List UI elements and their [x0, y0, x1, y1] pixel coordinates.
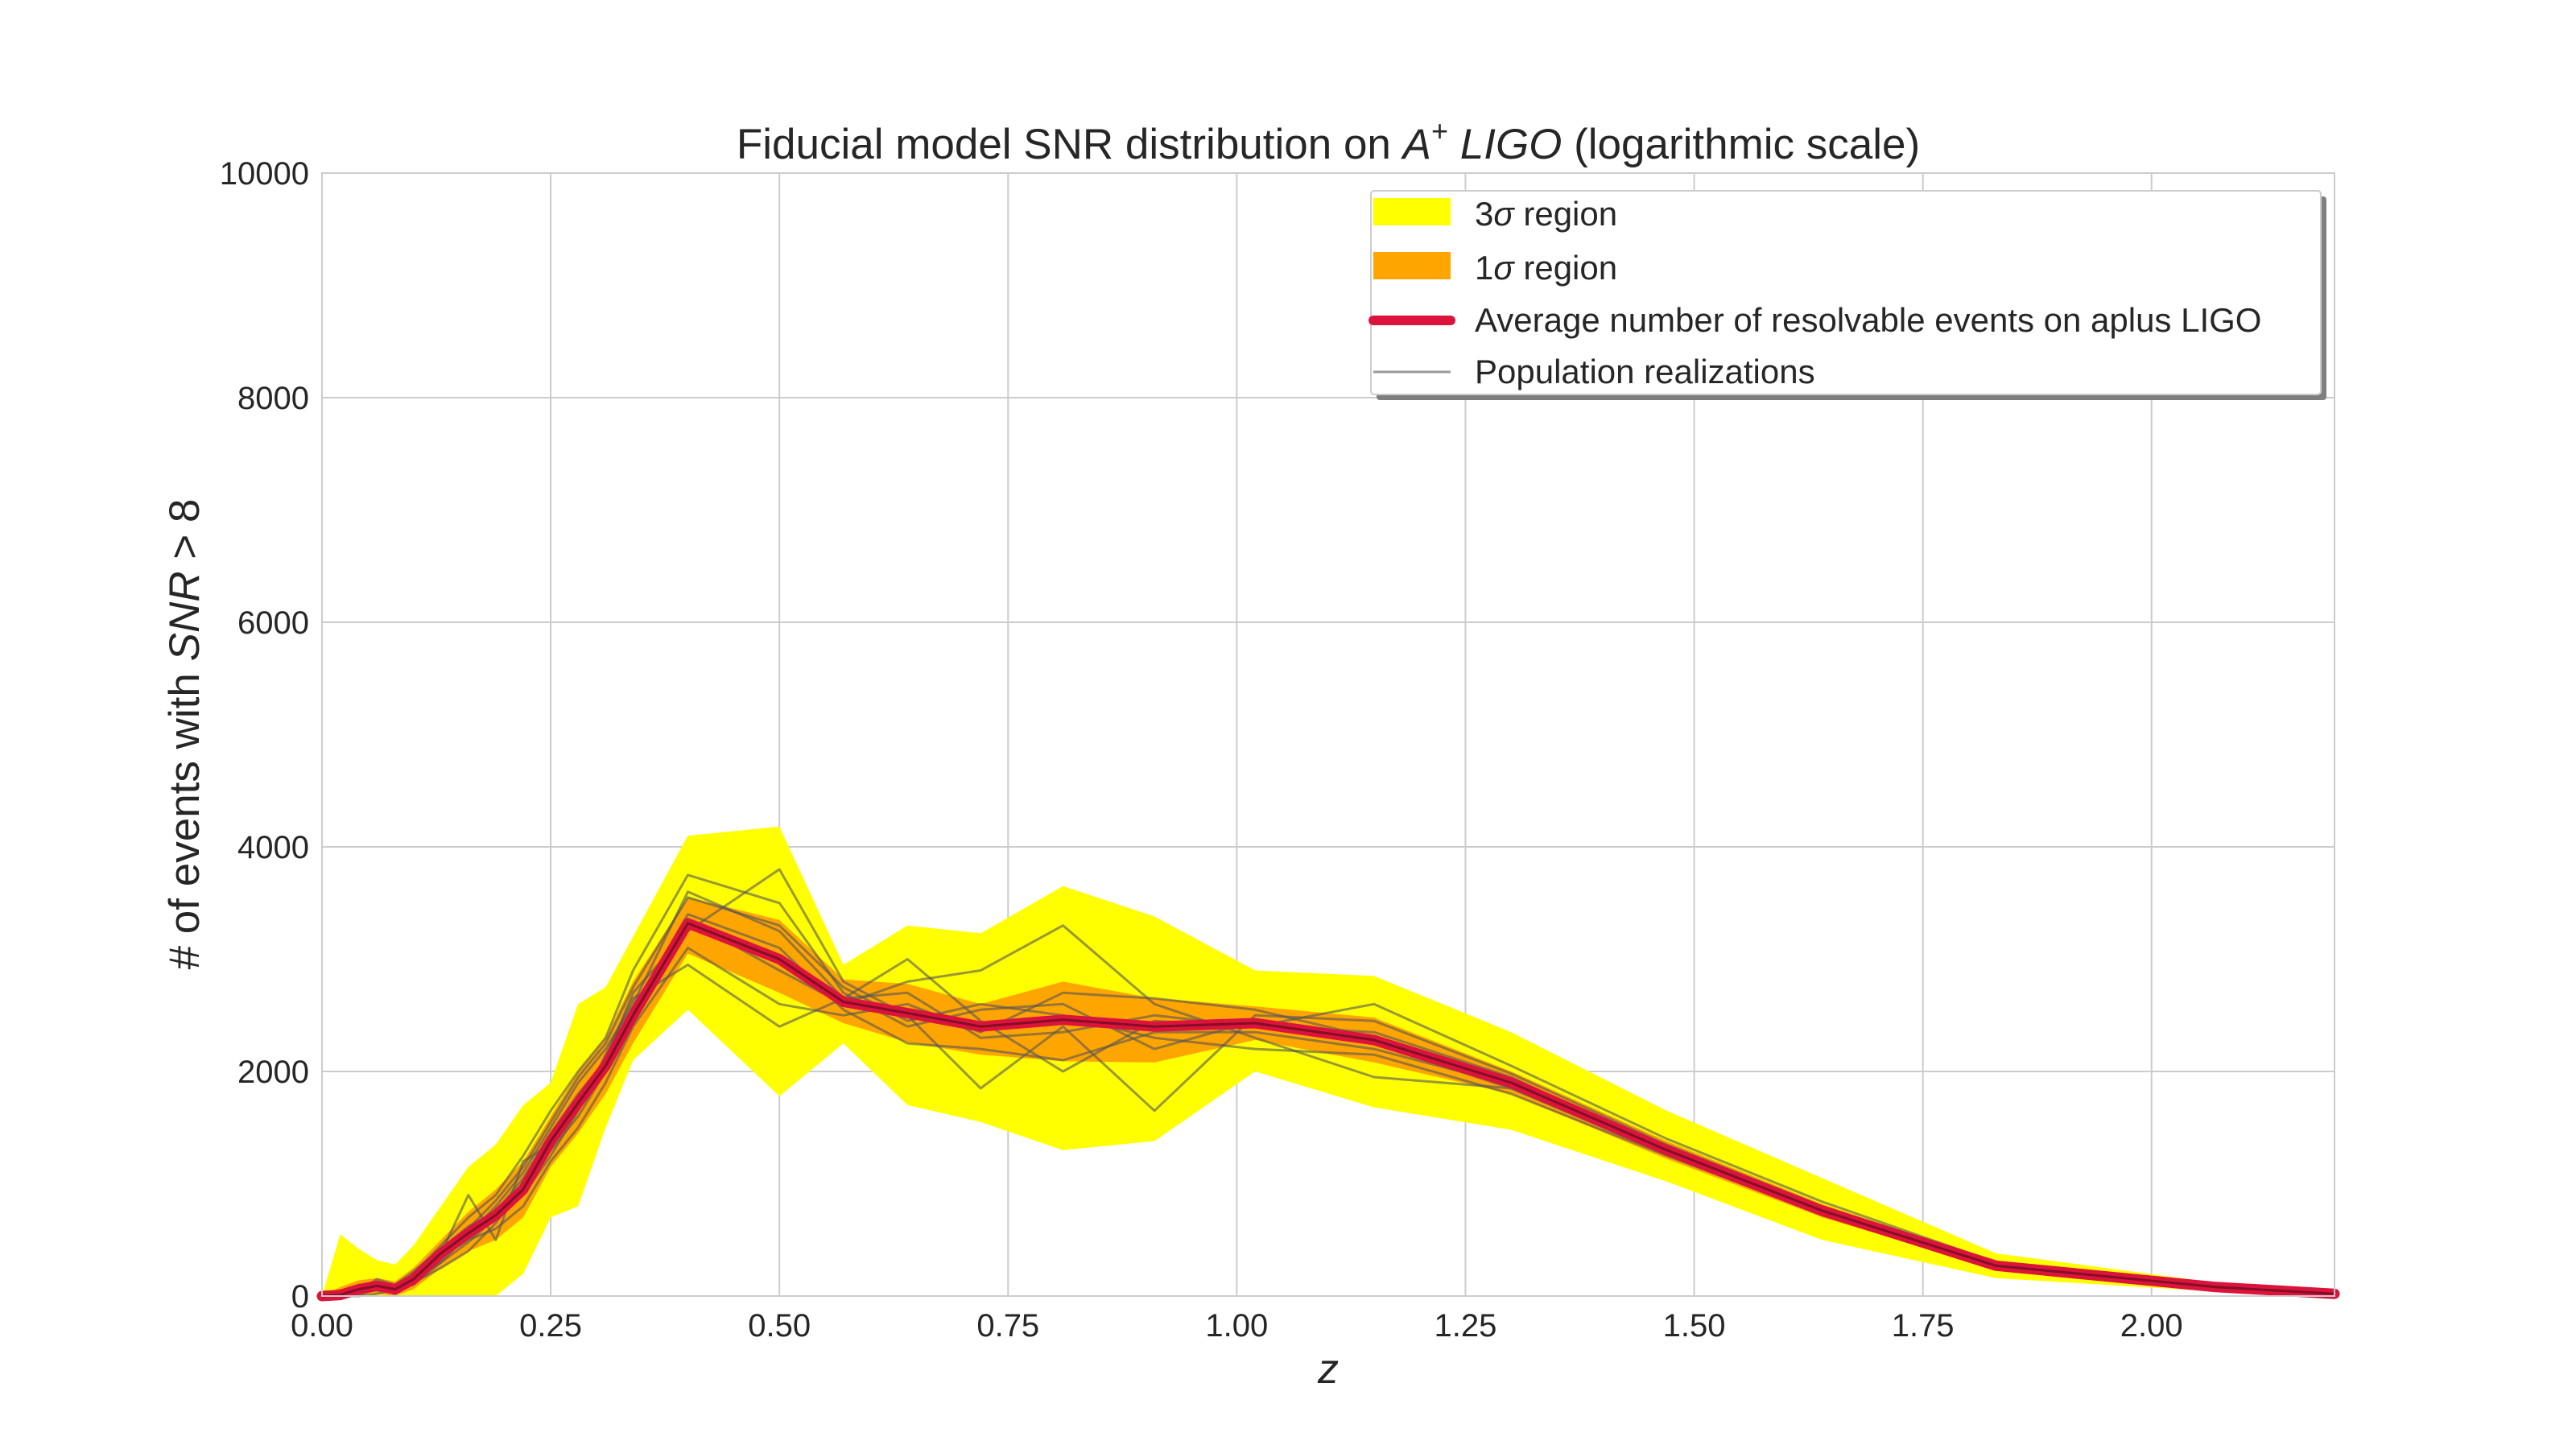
legend-sigma3-num: 3	[1475, 195, 1493, 233]
legend-swatch-sigma3	[1373, 198, 1451, 225]
y-axis-label: # of events with SNR > 8	[161, 499, 208, 970]
y-axis-label-suffix: > 8	[161, 499, 208, 572]
y-tick-label: 4000	[237, 830, 309, 865]
chart-title-prefix: Fiducial model SNR distribution on	[737, 121, 1403, 168]
y-axis-label-math: SNR	[161, 572, 208, 662]
x-tick-label: 1.75	[1892, 1308, 1955, 1344]
y-tick-label: 0	[291, 1279, 309, 1315]
y-axis-label-prefix: # of events with	[161, 661, 208, 969]
legend-sigma1-sym: σ	[1493, 249, 1515, 287]
mean-curve-core	[321, 922, 2335, 1298]
legend-swatch-sigma1	[1373, 252, 1451, 279]
y-tick-label: 6000	[237, 605, 309, 641]
x-tick-label: 0.00	[291, 1308, 353, 1344]
legend-sigma1-text: region	[1514, 249, 1617, 287]
x-axis-label: z	[1317, 1346, 1339, 1393]
x-tick-label: 1.50	[1663, 1308, 1726, 1344]
x-tick-label: 0.25	[519, 1308, 582, 1344]
x-tick-labels: 0.00 0.25 0.50 0.75 1.00 1.25 1.50 1.75 2.00	[291, 1308, 2183, 1344]
y-tick-label: 10000	[220, 156, 309, 192]
legend: 3σ region 1σ region Average number of re…	[1368, 190, 2326, 400]
legend-sigma1-num: 1	[1475, 249, 1493, 287]
legend-box	[1370, 190, 2322, 395]
chart-title: Fiducial model SNR distribution on A+ LI…	[737, 114, 1920, 168]
x-tick-label: 0.75	[976, 1308, 1039, 1344]
y-tick-labels: 0 2000 4000 6000 8000 10000	[220, 156, 309, 1315]
mean-curve-group	[316, 918, 2340, 1302]
sigma1-band	[322, 897, 2334, 1296]
legend-sigma3-sym: σ	[1493, 195, 1515, 233]
chart-title-math-ligo: LIGO	[1448, 121, 1562, 168]
y-tick-label: 8000	[237, 381, 309, 416]
legend-label-sigma3: 3σ region	[1475, 195, 1617, 233]
x-tick-label: 2.00	[2120, 1308, 2183, 1344]
chart-title-math-a: A	[1401, 121, 1431, 168]
chart-title-math-sup: +	[1431, 114, 1448, 147]
y-tick-label: 2000	[237, 1055, 309, 1090]
legend-sigma3-text: region	[1514, 195, 1617, 233]
x-tick-label: 0.50	[748, 1308, 811, 1344]
legend-label-sigma1: 1σ region	[1475, 249, 1617, 287]
legend-label-realization: Population realizations	[1475, 353, 1815, 390]
legend-label-mean: Average number of resolvable events on a…	[1475, 301, 2261, 339]
x-tick-label: 1.00	[1205, 1308, 1268, 1344]
chart-title-suffix: (logarithmic scale)	[1562, 121, 1920, 168]
plot-frame	[321, 172, 2335, 1297]
x-tick-label: 1.25	[1435, 1308, 1497, 1344]
